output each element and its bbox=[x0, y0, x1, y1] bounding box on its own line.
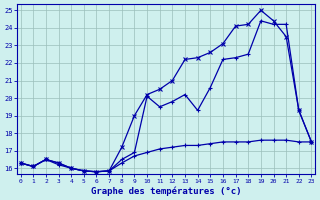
X-axis label: Graphe des températures (°c): Graphe des températures (°c) bbox=[91, 186, 241, 196]
